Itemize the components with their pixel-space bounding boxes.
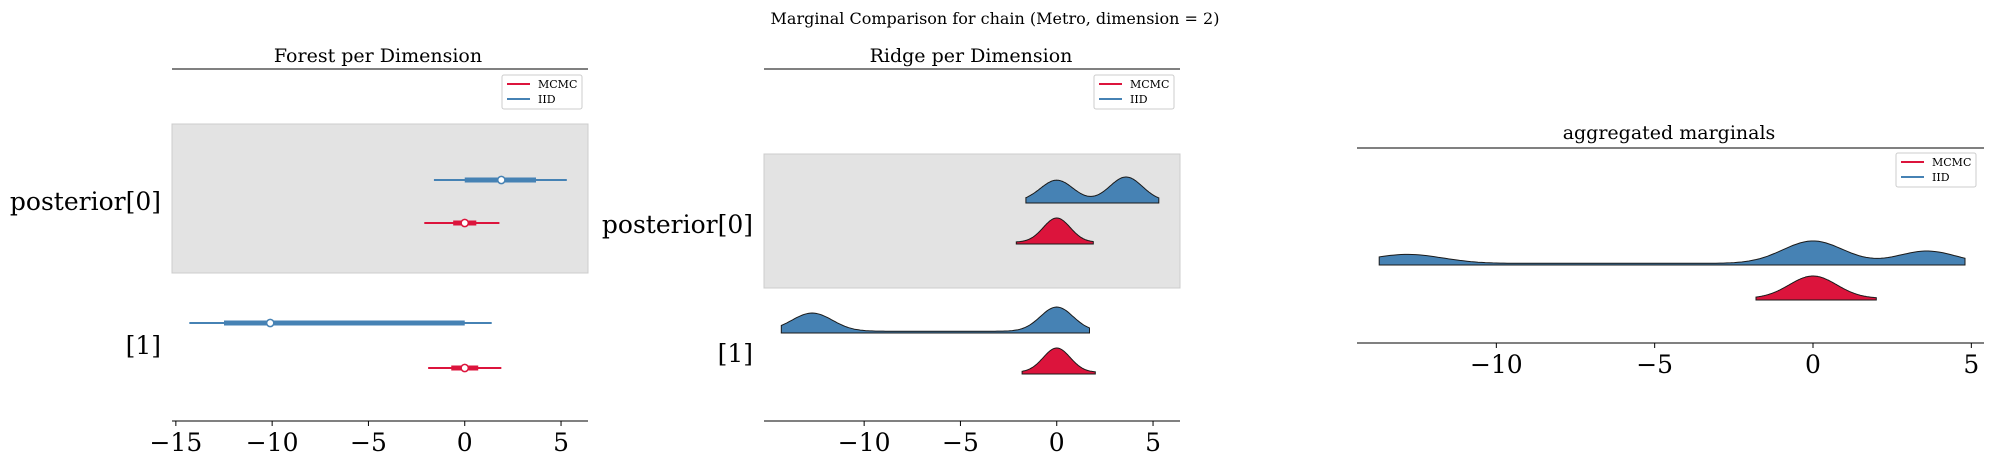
aggregated-x-ticks: −10 −5 0 5 xyxy=(1470,343,1979,379)
x-tick-label: 0 xyxy=(457,428,473,457)
aggregated-legend-iid-label: IID xyxy=(1932,171,1950,184)
forest-panel: Forest per Dimension posterior[0] [1] −1… xyxy=(10,45,589,457)
aggregated-panel-title: aggregated marginals xyxy=(1563,122,1776,144)
x-tick-label: −5 xyxy=(942,428,979,457)
ridge-density-mcmc xyxy=(1755,275,1877,301)
ridge-density-iid xyxy=(1378,240,1966,266)
aggregated-marks xyxy=(1378,240,1966,301)
x-tick-label: −10 xyxy=(838,428,891,457)
forest-ylabel-posterior0: posterior[0] xyxy=(10,187,161,216)
forest-point-estimate-mcmc xyxy=(460,218,470,228)
ridge-dimension-band xyxy=(763,153,1181,289)
ridge-x-ticks: −10 −5 0 5 xyxy=(838,421,1161,457)
forest-point-estimate-iid xyxy=(265,318,275,328)
ridge-density-mcmc xyxy=(1015,217,1094,245)
ridge-legend-iid-label: IID xyxy=(1130,93,1148,106)
forest-ylabel-dim1: [1] xyxy=(126,331,161,360)
forest-x-ticks: −15 −10 −5 0 5 xyxy=(149,421,569,457)
ridge-ylabel-dim1: [1] xyxy=(718,339,753,368)
forest-point-estimate-iid xyxy=(496,175,506,185)
ridge-marks xyxy=(780,176,1160,375)
ridge-density-iid xyxy=(1025,176,1160,204)
forest-legend-mcmc-label: MCMC xyxy=(538,78,577,91)
x-tick-label: −5 xyxy=(1636,350,1673,379)
aggregated-legend: MCMC IID xyxy=(1895,152,1977,188)
ridge-panel-title: Ridge per Dimension xyxy=(870,45,1073,67)
forest-legend: MCMC IID xyxy=(501,74,583,110)
x-tick-label: 5 xyxy=(1145,428,1161,457)
ridge-density-mcmc xyxy=(1021,347,1096,375)
forest-panel-title: Forest per Dimension xyxy=(274,45,482,67)
forest-marks xyxy=(189,175,567,373)
x-tick-label: −10 xyxy=(246,428,299,457)
ridge-legend-mcmc-label: MCMC xyxy=(1130,78,1169,91)
forest-dimension-band xyxy=(171,123,589,274)
aggregated-legend-mcmc-label: MCMC xyxy=(1932,156,1971,169)
ridge-panel: Ridge per Dimension posterior[0] [1] −10… xyxy=(602,45,1181,457)
aggregated-panel: aggregated marginals −10 −5 0 5 MCMC IID xyxy=(1357,122,1984,379)
x-tick-label: −15 xyxy=(149,428,202,457)
x-tick-label: −10 xyxy=(1470,350,1523,379)
x-tick-label: 0 xyxy=(1805,350,1821,379)
forest-point-estimate-mcmc xyxy=(460,363,470,373)
x-tick-label: 5 xyxy=(1963,350,1979,379)
x-tick-label: 5 xyxy=(553,428,569,457)
x-tick-label: −5 xyxy=(350,428,387,457)
ridge-density-iid xyxy=(780,306,1090,334)
figure-suptitle: Marginal Comparison for chain (Metro, di… xyxy=(771,9,1220,28)
ridge-legend: MCMC IID xyxy=(1093,74,1175,110)
forest-legend-iid-label: IID xyxy=(538,93,556,106)
x-tick-label: 0 xyxy=(1049,428,1065,457)
ridge-ylabel-posterior0: posterior[0] xyxy=(602,210,753,239)
